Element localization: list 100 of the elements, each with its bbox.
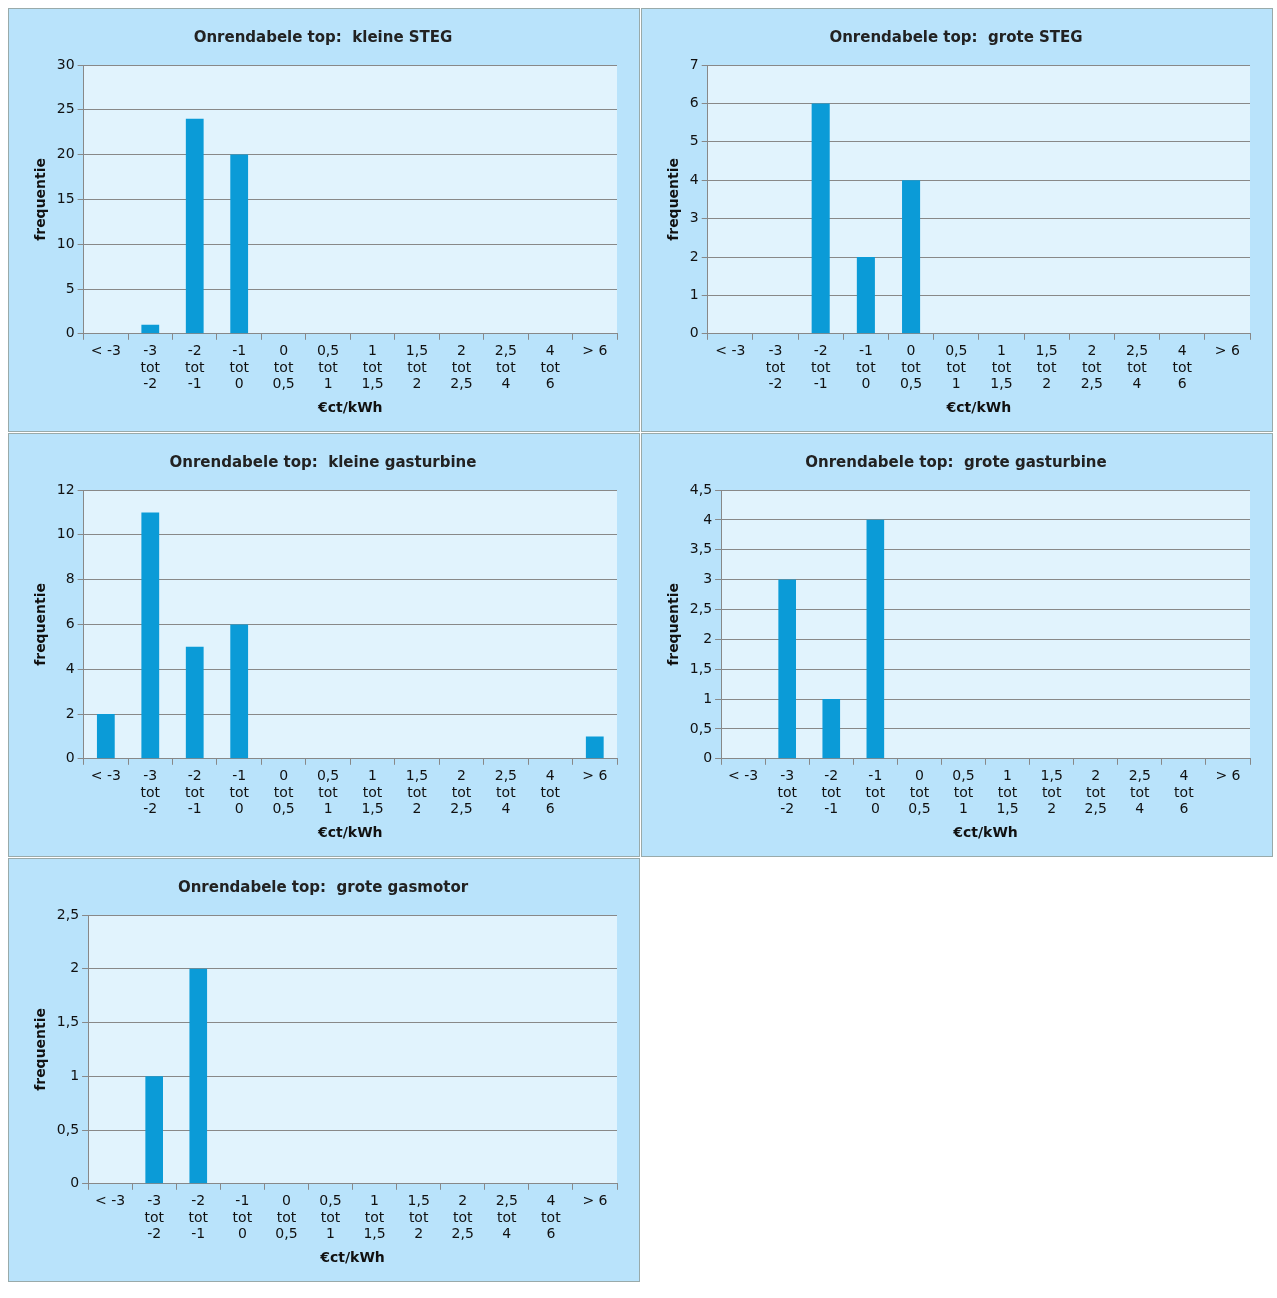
x-tick-label: -2 tot -1 [810,341,831,392]
y-tick-label: 0 [689,324,699,341]
y-tick-label: 6 [65,615,75,632]
x-tick-label: < -3 [95,1191,126,1208]
y-tick-label: 25 [56,100,75,117]
y-tick-label: 0 [65,749,75,766]
y-axis-title: frequentie [32,582,49,666]
chart-title: Onrendabele top: kleine STEG [193,27,453,46]
x-tick-label: 2,5 tot 4 [494,341,518,392]
x-tick-label: 1 tot 1,5 [361,766,384,817]
y-tick-label: 4 [689,170,699,187]
x-tick-label: 4 tot 6 [540,341,561,392]
x-tick-label: < -3 [715,341,746,358]
x-axis-title: €ct/kWh [945,399,1012,416]
x-tick-label: 1,5 tot 2 [405,341,429,392]
y-tick-label: 6 [689,94,699,111]
x-tick-label: > 6 [1215,766,1241,783]
x-tick-label: 0 tot 0,5 [899,341,923,392]
y-tick-label: 2,5 [56,905,80,922]
x-tick-label: 0,5 tot 1 [319,1191,342,1242]
x-tick-label: 2 tot 2,5 [1084,766,1107,817]
x-tick-label: -3 tot -2 [140,766,161,817]
x-tick-label: 2 tot 2,5 [451,1191,474,1242]
y-tick-label: 4 [703,510,713,527]
bar [778,579,796,759]
x-tick-label: 0,5 tot 1 [945,341,968,392]
x-tick-label: 4 tot 6 [1172,341,1193,392]
x-tick-label: 2,5 tot 4 [1128,766,1151,817]
y-tick-label: 5 [65,279,75,296]
chart-title: Onrendabele top: kleine gasturbine [169,452,477,471]
y-tick-label: 0 [70,1174,80,1191]
x-tick-label: 4 tot 6 [1174,766,1195,817]
x-axis-title: €ct/kWh [317,399,383,416]
bar [822,699,841,759]
x-tick-label: 1,5 tot 2 [407,1191,430,1242]
y-tick-label: 0 [65,324,75,341]
x-axis-title: €ct/kWh [319,1249,385,1266]
x-tick-label: 1,5 tot 2 [405,766,429,817]
y-tick-label: 0,5 [689,719,713,736]
x-tick-label: 2 tot 2,5 [450,766,473,817]
y-axis-title: frequentie [665,582,682,666]
chart-title: Onrendabele top: grote STEG [829,27,1083,46]
x-tick-label: 4 tot 6 [540,766,561,817]
y-tick-label: 0 [703,749,713,766]
y-tick-label: 2,5 [689,600,713,617]
x-tick-label: 2 tot 2,5 [450,341,473,392]
x-tick-label: > 6 [582,341,608,358]
bar [141,512,160,759]
bar [866,519,885,759]
x-tick-label: < -3 [728,766,759,783]
y-tick-label: 15 [56,190,75,207]
x-tick-label: 1 tot 1,5 [363,1191,386,1242]
bar [185,118,204,334]
chart-title: Onrendabele top: grote gasmotor [177,877,469,896]
x-tick-label: 1 tot 1,5 [996,766,1019,817]
x-tick-label: < -3 [90,766,121,783]
y-tick-label: 20 [56,145,75,162]
y-tick-label: 1 [70,1066,80,1083]
x-tick-label: 2 tot 2,5 [1080,341,1103,392]
y-tick-label: 3 [689,209,699,226]
y-tick-label: 7 [689,55,699,72]
x-tick-label: -2 tot -1 [821,766,842,817]
y-tick-label: 0,5 [56,1120,80,1137]
x-tick-label: -2 tot -1 [184,766,206,817]
x-tick-label: -2 tot -1 [188,1191,209,1242]
x-tick-label: 2,5 tot 4 [494,766,518,817]
y-axis-title: frequentie [665,157,682,241]
y-tick-label: 1 [703,689,713,706]
bar [811,103,830,334]
y-tick-label: 2 [689,247,699,264]
bar [230,624,249,759]
y-tick-label: 30 [56,55,75,72]
bar [585,736,604,759]
x-tick-label: 0 tot 0,5 [275,1191,298,1242]
x-tick-label: -3 tot -2 [777,766,798,817]
y-tick-label: 4,5 [689,480,713,497]
y-tick-label: 1,5 [56,1013,80,1030]
y-tick-label: 2 [703,629,713,646]
y-tick-label: 2 [70,959,80,976]
y-tick-label: 3 [703,570,713,587]
x-tick-label: -1 tot 0 [232,1191,253,1242]
x-tick-label: 1,5 tot 2 [1035,341,1058,392]
x-tick-label: > 6 [582,766,608,783]
x-tick-label: -3 tot -2 [765,341,786,392]
x-tick-label: 2,5 tot 4 [1125,341,1149,392]
x-tick-label: < -3 [90,341,121,358]
x-tick-label: -3 tot -2 [144,1191,165,1242]
x-tick-label: 0,5 tot 1 [952,766,975,817]
bar [141,324,160,334]
x-tick-label: -1 tot 0 [229,766,250,817]
y-tick-label: 2 [65,704,75,721]
x-tick-label: 1,5 tot 2 [1040,766,1063,817]
x-tick-label: 0,5 tot 1 [316,341,340,392]
x-tick-label: 0 tot 0,5 [908,766,931,817]
x-tick-label: 4 tot 6 [541,1191,562,1242]
x-tick-label: 1 tot 1,5 [990,341,1013,392]
x-tick-label: 2,5 tot 4 [495,1191,518,1242]
bar [856,257,875,334]
x-axis-title: €ct/kWh [952,824,1018,841]
y-tick-label: 10 [56,234,75,251]
